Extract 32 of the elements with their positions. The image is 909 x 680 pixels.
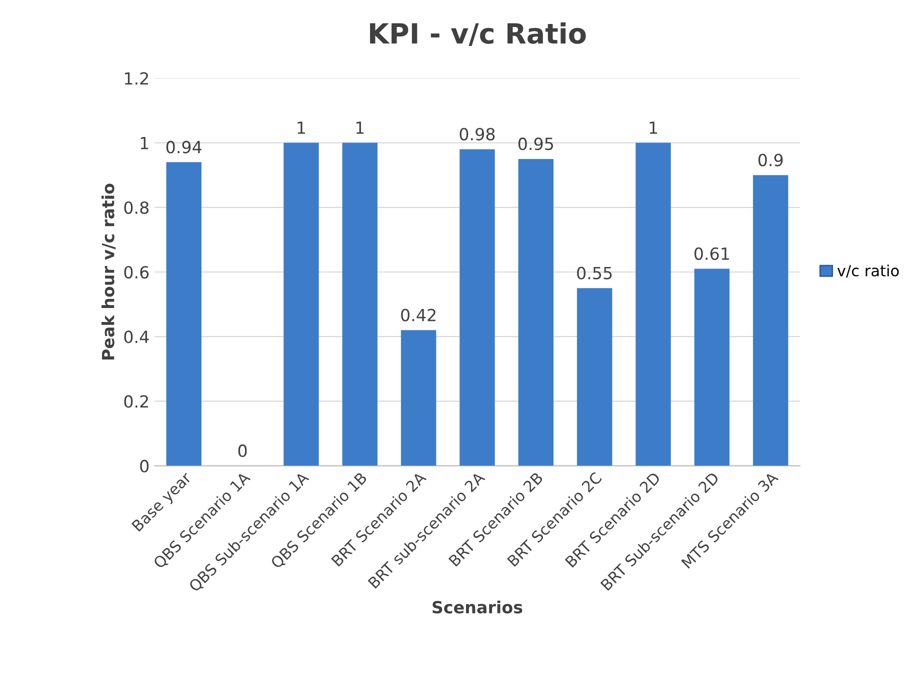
data-label: 1: [298, 122, 305, 134]
data-label: 0.61: [694, 247, 729, 260]
bar: [460, 149, 495, 466]
chart-title: KPI - v/c Ratio: [370, 22, 586, 46]
bar: [576, 288, 612, 466]
data-label: 0.95: [518, 138, 553, 150]
bar: [752, 175, 788, 466]
bar: [400, 330, 436, 466]
data-label: 0.42: [401, 308, 436, 322]
data-label: 0.9: [758, 154, 783, 166]
data-label: 0.55: [577, 266, 612, 280]
bar: [342, 142, 378, 466]
data-label: 1: [650, 122, 658, 134]
data-label: 0.94: [166, 140, 202, 154]
y-axis-title: Peak hour v/c ratio: [101, 184, 116, 360]
y-tick-label: 0: [140, 460, 149, 472]
data-label: 0: [238, 444, 247, 458]
bar: [284, 142, 319, 466]
bar: [518, 158, 554, 466]
y-tick-label: 0.8: [124, 201, 149, 214]
bar: [694, 268, 730, 466]
data-label: 0.98: [460, 128, 495, 140]
x-axis-title: Scenarios: [432, 600, 522, 614]
legend-label: v/c ratio: [837, 264, 899, 278]
y-tick-label: 0.6: [124, 266, 149, 279]
data-label: 1: [356, 122, 364, 134]
y-tick-label: 0.4: [124, 330, 149, 344]
y-tick-label: 0.2: [124, 395, 148, 408]
y-tick-label: 1.2: [124, 72, 148, 85]
y-tick-label: 1: [140, 136, 148, 150]
bar: [636, 142, 671, 466]
bar: [166, 162, 202, 466]
